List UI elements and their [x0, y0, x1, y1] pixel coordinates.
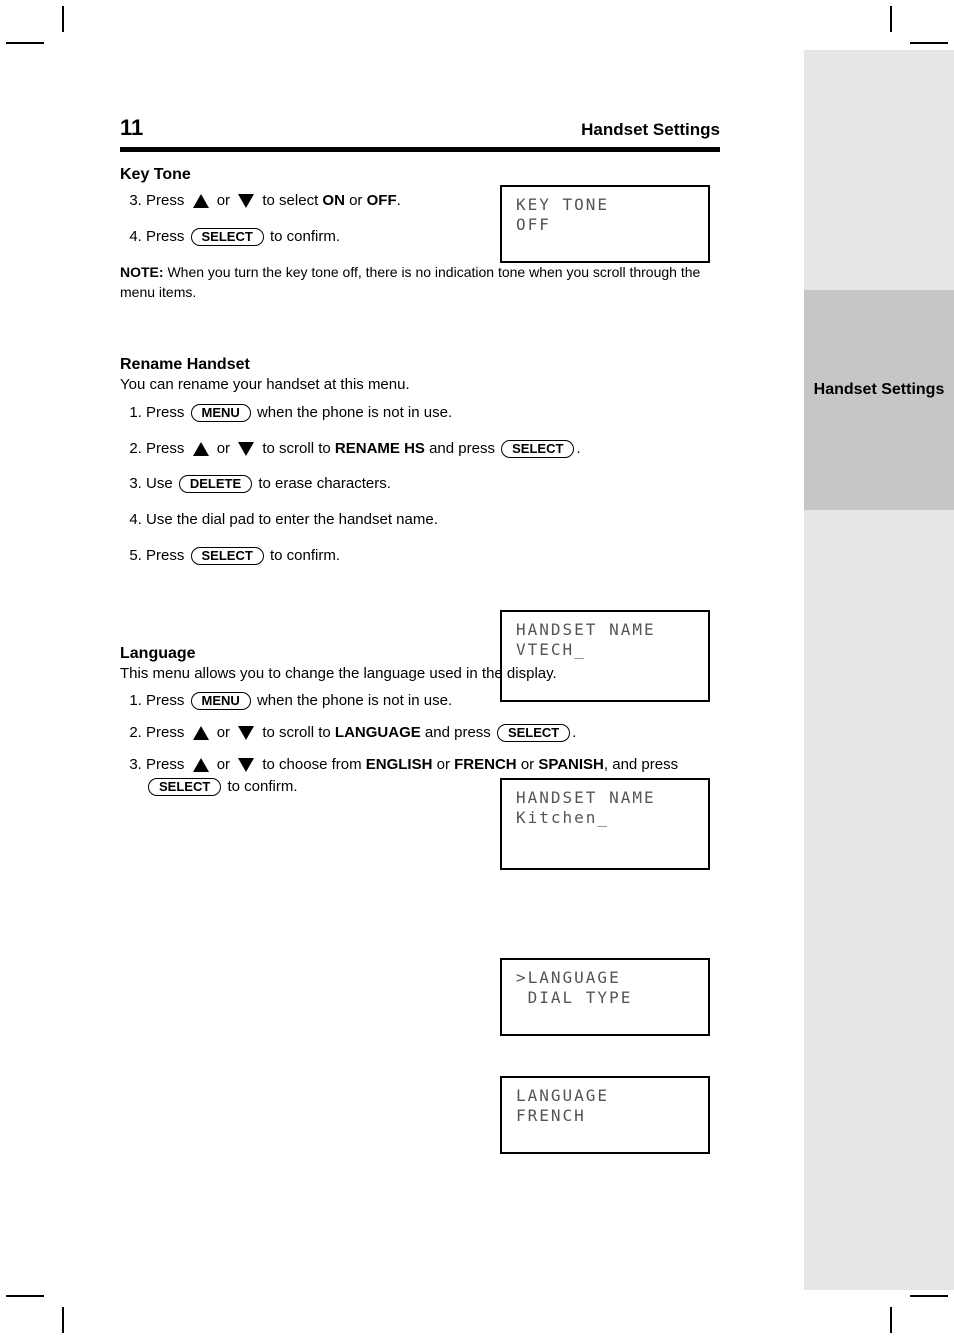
language-step-3: Press or to choose from ENGLISH or FRENC… — [146, 754, 720, 798]
rename-step-3: Use DELETE to erase characters. — [146, 473, 720, 495]
page-number: 11 — [120, 115, 143, 141]
lcd-language-2: LANGUAGE FRENCH — [500, 1076, 710, 1154]
triangle-down-icon — [238, 726, 254, 740]
lcd-line: Kitchen_ — [516, 808, 694, 828]
softkey-select: SELECT — [497, 724, 570, 742]
rename-steps: Press MENU when the phone is not in use.… — [120, 402, 720, 567]
section-title-rename: Rename Handset — [120, 356, 720, 374]
triangle-down-icon — [238, 758, 254, 772]
lcd-line: DIAL TYPE — [516, 988, 694, 1008]
lcd-line: FRENCH — [516, 1106, 694, 1126]
rename-step-2: Press or to scroll to RENAME HS and pres… — [146, 438, 720, 460]
softkey-menu: MENU — [191, 692, 251, 710]
language-step-2: Press or to scroll to LANGUAGE and press… — [146, 722, 720, 744]
lcd-line: >LANGUAGE — [516, 968, 694, 988]
keytone-step-3: Press or to select ON or OFF. — [146, 190, 720, 212]
rename-intro: You can rename your handset at this menu… — [120, 374, 720, 396]
language-step-1: Press MENU when the phone is not in use. — [146, 690, 720, 712]
triangle-down-icon — [238, 442, 254, 456]
header-rule — [120, 147, 720, 152]
keytone-step-4: Press SELECT to confirm. — [146, 226, 720, 248]
triangle-up-icon — [193, 758, 209, 772]
triangle-up-icon — [193, 442, 209, 456]
side-tab: Handset Settings — [804, 50, 954, 1290]
keytone-steps: Press or to select ON or OFF. Press SELE… — [120, 190, 720, 248]
section-title-keytone: Key Tone — [120, 166, 720, 184]
lcd-line: LANGUAGE — [516, 1086, 694, 1106]
triangle-up-icon — [193, 726, 209, 740]
page-title: Handset Settings — [581, 120, 720, 140]
softkey-menu: MENU — [191, 404, 251, 422]
crop-mark-bl — [6, 1271, 74, 1333]
softkey-select: SELECT — [191, 228, 264, 246]
rename-step-5: Press SELECT to confirm. — [146, 545, 720, 567]
page-header: 11 Handset Settings — [120, 115, 720, 141]
softkey-select: SELECT — [191, 547, 264, 565]
softkey-select: SELECT — [148, 778, 221, 796]
lcd-language-1: >LANGUAGE DIAL TYPE — [500, 958, 710, 1036]
triangle-down-icon — [238, 194, 254, 208]
crop-mark-tl — [6, 6, 74, 68]
rename-step-1: Press MENU when the phone is not in use. — [146, 402, 720, 424]
softkey-select: SELECT — [501, 440, 574, 458]
side-tab-label: Handset Settings — [804, 381, 954, 399]
language-intro: This menu allows you to change the langu… — [120, 663, 720, 685]
keytone-note: NOTE: When you turn the key tone off, th… — [120, 262, 720, 303]
language-steps: Press MENU when the phone is not in use.… — [120, 690, 720, 797]
rename-step-4: Use the dial pad to enter the handset na… — [146, 509, 720, 531]
softkey-delete: DELETE — [179, 475, 252, 493]
triangle-up-icon — [193, 194, 209, 208]
section-title-language: Language — [120, 645, 720, 663]
